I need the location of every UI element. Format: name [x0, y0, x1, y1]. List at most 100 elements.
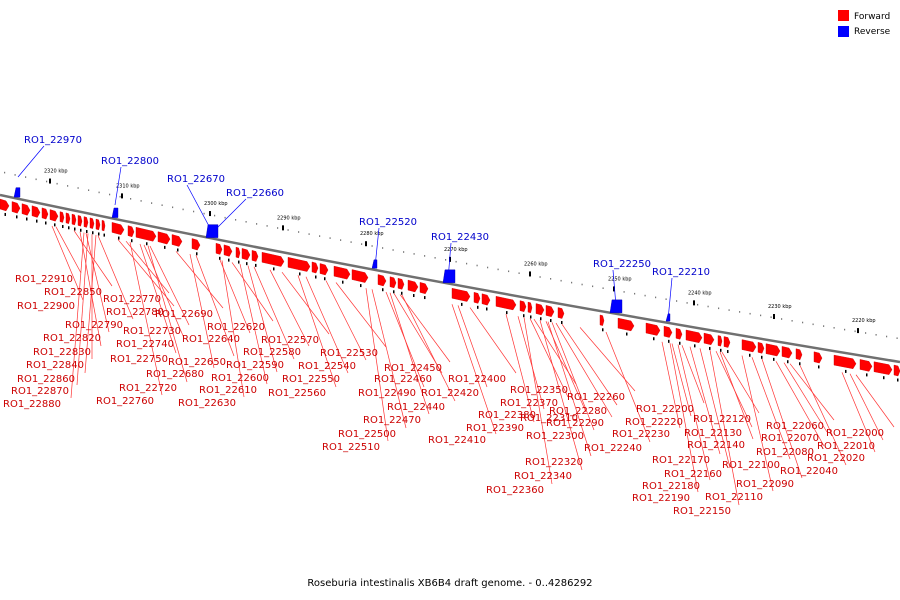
forward-leader-line — [389, 292, 430, 415]
forward-gene — [893, 364, 900, 377]
forward-gene-label: RO1_22290 — [546, 418, 604, 429]
forward-gene — [215, 242, 223, 255]
forward-gene-label: RO1_22730 — [123, 326, 181, 337]
forward-gene-label: RO1_22070 — [761, 433, 819, 444]
gene-marker — [720, 348, 722, 352]
forward-leader-line — [677, 344, 711, 481]
scale-dot — [172, 206, 174, 209]
gene-marker — [118, 236, 120, 240]
scale-tick — [49, 178, 51, 184]
reverse-gene-label: RO1_22520 — [359, 217, 417, 228]
scale-dot — [518, 272, 520, 274]
gene-marker — [626, 332, 628, 336]
forward-gene — [495, 296, 517, 311]
legend-reverse-label: Reverse — [854, 27, 891, 37]
forward-gene-label: RO1_22840 — [26, 360, 84, 371]
forward-gene-label: RO1_22880 — [3, 399, 61, 410]
forward-gene — [873, 361, 893, 375]
reverse-gene — [371, 259, 378, 269]
scale-tick — [121, 193, 123, 199]
forward-gene — [473, 292, 481, 304]
forward-gene-label: RO1_22170 — [652, 455, 710, 466]
forward-gene-label: RO1_22310 — [520, 413, 578, 424]
scale-dot — [371, 245, 373, 247]
forward-leader-line — [517, 316, 545, 410]
gene-marker — [299, 272, 301, 276]
scale-dot — [256, 223, 258, 225]
reverse-gene — [205, 224, 219, 238]
forward-gene — [717, 335, 723, 347]
forward-leader-line — [751, 357, 791, 460]
scale-dot — [77, 187, 79, 189]
forward-gene — [545, 305, 555, 317]
forward-gene — [419, 282, 429, 295]
forward-gene — [21, 203, 31, 216]
scale-dot — [130, 198, 132, 200]
forward-gene-label: RO1_22320 — [525, 457, 583, 468]
scale-dot — [634, 292, 636, 295]
forward-leader-line — [399, 294, 451, 363]
forward-gene — [49, 209, 59, 222]
forward-gene — [89, 217, 95, 229]
forward-leader-line — [325, 280, 367, 361]
forward-gene — [333, 265, 351, 280]
scale-tick — [209, 211, 211, 217]
forward-gene-label: RO1_22570 — [261, 335, 319, 346]
gene-marker — [787, 360, 789, 364]
forward-gene-label: RO1_22150 — [673, 506, 731, 517]
forward-gene — [389, 276, 397, 289]
scale-dot — [571, 281, 573, 284]
scale-dot — [140, 200, 142, 202]
gene-marker — [68, 226, 70, 230]
forward-gene — [319, 263, 329, 276]
scale-dot — [214, 214, 216, 217]
forward-gene-label: RO1_22600 — [211, 373, 269, 384]
forward-gene — [527, 301, 533, 314]
forward-leader-line — [451, 304, 497, 435]
scale-dot — [844, 328, 846, 331]
forward-gene — [781, 346, 793, 359]
forward-gene — [685, 329, 703, 343]
forward-gene-label: RO1_22690 — [155, 309, 213, 320]
scale-dot — [392, 249, 394, 251]
gene-track — [0, 187, 900, 382]
scale-dot — [476, 264, 478, 267]
forward-leader-line — [841, 372, 876, 453]
gene-marker — [727, 350, 729, 354]
forward-gene-label: RO1_22460 — [374, 374, 432, 385]
legend-forward-swatch — [838, 10, 849, 21]
forward-gene — [41, 207, 49, 220]
forward-leader-line — [73, 230, 113, 287]
reverse-gene-label: RO1_22430 — [431, 232, 489, 243]
gene-marker — [424, 296, 426, 300]
gene-marker — [54, 223, 56, 227]
gene-marker — [401, 291, 403, 295]
forward-leader-line — [371, 289, 407, 429]
scale-dot — [98, 191, 100, 194]
scale-dot — [686, 302, 688, 304]
scale-dot — [35, 178, 37, 181]
scale-dot — [455, 260, 457, 263]
scale-ticks: 2320 kbp 2310 kbp 2300 kbp 2290 kbp 2280 kbp… — [44, 169, 876, 334]
forward-gene-label: RO1_22000 — [826, 428, 884, 439]
forward-leader-line — [149, 245, 190, 326]
forward-gene — [95, 218, 101, 231]
scale-dot — [298, 231, 300, 233]
scale-dot — [697, 303, 699, 306]
scale-dot — [67, 185, 69, 187]
forward-gene — [59, 211, 65, 223]
forward-gene-label: RO1_22180 — [642, 481, 700, 492]
gene-marker — [86, 230, 88, 234]
forward-gene-label: RO1_22010 — [817, 441, 875, 452]
legend-forward-label: Forward — [854, 12, 890, 22]
scale-dot — [865, 332, 867, 334]
forward-leader-line — [529, 318, 569, 398]
forward-gene-label: RO1_22080 — [756, 447, 814, 458]
scale-dot — [497, 268, 499, 271]
scale-dot — [560, 279, 562, 282]
forward-gene — [557, 307, 565, 319]
gene-marker — [506, 311, 508, 315]
reverse-gene — [609, 299, 623, 314]
forward-gene — [135, 226, 157, 242]
forward-gene-label: RO1_22400 — [448, 374, 506, 385]
